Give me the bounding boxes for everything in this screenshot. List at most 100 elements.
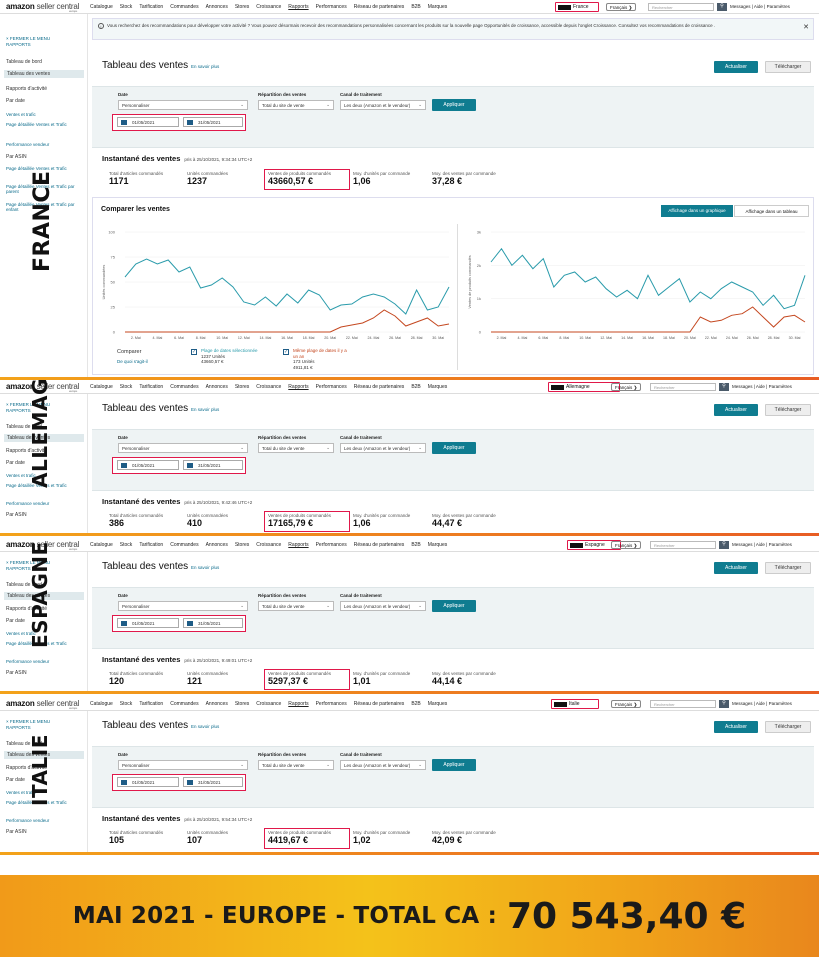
distribution-select[interactable]: Total du site de vente ⌄: [258, 100, 334, 110]
refresh-button[interactable]: Actualiser: [714, 562, 758, 574]
menu-item[interactable]: B2B: [411, 542, 421, 548]
menu-item[interactable]: Annonces: [205, 384, 228, 390]
sidebar-detail-sales-traffic[interactable]: Page détaillée Ventes et Trafic: [6, 641, 67, 646]
search-icon[interactable]: ⚲: [717, 3, 727, 11]
sidebar-activity-reports[interactable]: Rapports d'activité: [6, 765, 47, 771]
download-button[interactable]: Télécharger: [765, 61, 811, 73]
date-to-input[interactable]: 31/05/2021: [183, 618, 243, 628]
menu-partenaires[interactable]: Réseau de partenaires: [353, 4, 405, 10]
menu-item[interactable]: Stock: [119, 384, 133, 390]
search-input[interactable]: Rechercher: [650, 383, 716, 391]
menu-item[interactable]: Commandes: [170, 701, 199, 707]
menu-item[interactable]: Croissance: [256, 542, 282, 548]
sidebar-sales-dashboard[interactable]: Tableau des ventes: [4, 751, 84, 759]
sidebar-detail-asin[interactable]: Page détaillée Ventes et Trafic: [6, 166, 67, 171]
sidebar-detail-child[interactable]: Page détaillée Ventes et Trafic par enfa…: [6, 202, 75, 212]
sidebar-activity-reports[interactable]: Rapports d'activité: [6, 86, 47, 92]
menu-item[interactable]: Réseau de partenaires: [353, 384, 405, 390]
close-menu-link[interactable]: × FERMER LE MENU RAPPORTS: [6, 36, 76, 48]
sidebar-dashboard[interactable]: Tableau de bord: [6, 582, 42, 588]
sidebar-sales-traffic[interactable]: Ventes et trafic: [6, 631, 36, 636]
sidebar-dashboard[interactable]: Tableau de bord: [6, 59, 42, 65]
apply-button[interactable]: Appliquer: [432, 759, 476, 771]
apply-button[interactable]: Appliquer: [432, 600, 476, 612]
date-to-input[interactable]: 31/05/2021: [183, 460, 243, 470]
menu-item[interactable]: Réseau de partenaires: [353, 701, 405, 707]
learn-more-link[interactable]: En savoir plus: [190, 64, 220, 69]
marketplace-selector[interactable]: Espagne: [567, 540, 621, 550]
top-links[interactable]: Messages | Aide | Paramètres: [732, 542, 792, 547]
apply-button[interactable]: Appliquer: [432, 442, 476, 454]
menu-item[interactable]: B2B: [411, 384, 421, 390]
sidebar-detail-parent[interactable]: Page détaillée Ventes et Trafic par pare…: [6, 184, 75, 194]
date-range-select[interactable]: Personnaliser ⌄: [118, 443, 248, 453]
search-icon[interactable]: ⚲: [719, 383, 729, 391]
close-menu-link[interactable]: × FERMER LE MENU RAPPORTS: [6, 402, 76, 414]
menu-item[interactable]: Commandes: [170, 384, 199, 390]
menu-item[interactable]: Stock: [119, 542, 133, 548]
date-to-input[interactable]: 31/05/2021: [183, 777, 243, 787]
search-input[interactable]: Rechercher: [650, 541, 716, 549]
distribution-select[interactable]: Total du site de vente ⌄: [258, 760, 334, 770]
search-icon[interactable]: ⚲: [719, 700, 729, 708]
menu-item[interactable]: Performances: [315, 701, 347, 707]
table-view-button[interactable]: Affichage dans un tableau: [734, 205, 809, 217]
menu-item[interactable]: Stores: [234, 384, 250, 390]
language-select[interactable]: Français ❯: [606, 3, 637, 11]
search-input[interactable]: Rechercher: [648, 3, 714, 11]
learn-more-link[interactable]: En savoir plus: [190, 565, 220, 570]
date-from-input[interactable]: 01/05/2021: [117, 460, 179, 470]
channel-select[interactable]: Les deux (Amazon et le vendeur) ⌄: [340, 601, 426, 611]
sidebar-seller-performance[interactable]: Performance vendeur: [6, 659, 50, 664]
date-to-input[interactable]: 31/05/2021: [183, 117, 243, 127]
menu-item[interactable]: Rapports: [288, 701, 309, 707]
close-menu-link[interactable]: × FERMER LE MENU RAPPORTS: [6, 560, 76, 572]
top-links[interactable]: Messages | Aide | Paramètres: [730, 4, 790, 9]
menu-item[interactable]: Stock: [119, 701, 133, 707]
refresh-button[interactable]: Actualiser: [714, 721, 758, 733]
menu-item[interactable]: Stores: [234, 542, 250, 548]
channel-select[interactable]: Les deux (Amazon et le vendeur) ⌄: [340, 760, 426, 770]
top-links[interactable]: Messages | Aide | Paramètres: [732, 701, 792, 706]
menu-item[interactable]: Annonces: [205, 542, 228, 548]
sidebar-detail-sales-traffic[interactable]: Page détaillée Ventes et Trafic: [6, 800, 67, 805]
sidebar-sales-traffic[interactable]: Ventes et trafic: [6, 473, 36, 478]
channel-select[interactable]: Les deux (Amazon et le vendeur) ⌄: [340, 100, 426, 110]
menu-item[interactable]: Performances: [315, 542, 347, 548]
menu-item[interactable]: Croissance: [256, 384, 282, 390]
date-range-select[interactable]: Personnaliser ⌄: [118, 760, 248, 770]
seller-central-logo[interactable]: amazon seller central europe: [6, 540, 79, 551]
marketplace-selector[interactable]: Allemagne: [548, 382, 620, 392]
learn-more-link[interactable]: En savoir plus: [190, 724, 220, 729]
date-from-input[interactable]: 01/05/2021: [117, 777, 179, 787]
sidebar-dashboard[interactable]: Tableau de bord: [6, 741, 42, 747]
menu-item[interactable]: Marques: [427, 701, 448, 707]
menu-rapports[interactable]: Rapports: [288, 4, 309, 10]
date-from-input[interactable]: 01/05/2021: [117, 117, 179, 127]
menu-item[interactable]: Tarification: [139, 701, 164, 707]
menu-item[interactable]: Commandes: [170, 542, 199, 548]
what-is-link[interactable]: De quoi s'agit-il: [117, 359, 148, 364]
top-links[interactable]: Messages | Aide | Paramètres: [732, 384, 792, 389]
download-button[interactable]: Télécharger: [765, 404, 811, 416]
menu-tarification[interactable]: Tarification: [139, 4, 164, 10]
menu-item[interactable]: Croissance: [256, 701, 282, 707]
menu-b2b[interactable]: B2B: [411, 4, 421, 10]
menu-catalogue[interactable]: Catalogue: [90, 4, 113, 10]
selected-range-checkbox[interactable]: ✓: [191, 349, 197, 355]
menu-item[interactable]: Performances: [315, 384, 347, 390]
menu-item[interactable]: Catalogue: [90, 384, 113, 390]
search-icon[interactable]: ⚲: [719, 541, 729, 549]
menu-annonces[interactable]: Annonces: [205, 4, 228, 10]
graph-view-button[interactable]: Affichage dans un graphique: [661, 205, 733, 217]
refresh-button[interactable]: Actualiser: [714, 61, 758, 73]
channel-select[interactable]: Les deux (Amazon et le vendeur) ⌄: [340, 443, 426, 453]
language-select[interactable]: Français ❯: [611, 700, 642, 708]
sidebar-seller-performance[interactable]: Performance vendeur: [6, 501, 50, 506]
sidebar-sales-dashboard[interactable]: Tableau des ventes: [4, 70, 84, 78]
search-input[interactable]: Rechercher: [650, 700, 716, 708]
distribution-select[interactable]: Total du site de vente ⌄: [258, 443, 334, 453]
sidebar-sales-traffic[interactable]: Ventes et trafic: [6, 112, 36, 117]
sidebar-dashboard[interactable]: Tableau de bord: [6, 424, 42, 430]
sidebar-seller-performance[interactable]: Performance vendeur: [6, 142, 50, 147]
